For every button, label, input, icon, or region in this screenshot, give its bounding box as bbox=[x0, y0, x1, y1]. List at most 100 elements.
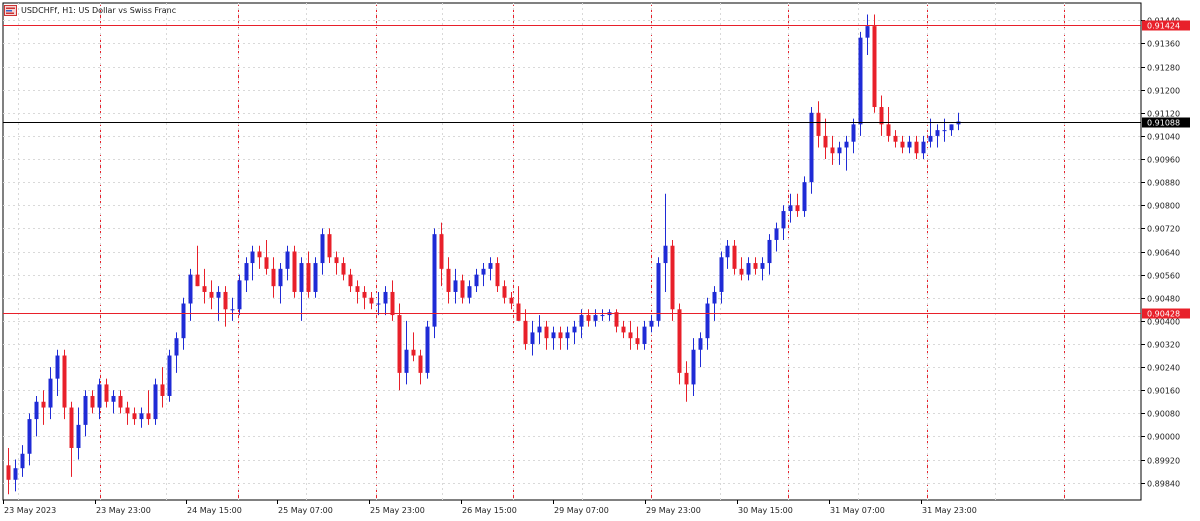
price-tag-label: 0.90428 bbox=[1147, 310, 1180, 319]
x-tick-label: 24 May 15:00 bbox=[187, 506, 242, 515]
candle-body bbox=[572, 326, 577, 333]
chart-title: USDCHFf, H1: US Dollar vs Swiss Franc bbox=[21, 6, 177, 15]
candle-body bbox=[523, 320, 528, 344]
y-tick-label: 0.89920 bbox=[1147, 457, 1180, 466]
candle-body bbox=[767, 239, 772, 264]
candle-body bbox=[432, 234, 437, 327]
candle-body bbox=[628, 332, 633, 339]
candle-body bbox=[69, 407, 74, 448]
y-tick-label: 0.91120 bbox=[1147, 110, 1180, 119]
candle-body bbox=[369, 297, 374, 304]
y-tick-label: 0.90400 bbox=[1147, 318, 1180, 327]
candle-body bbox=[334, 257, 339, 264]
candle-body bbox=[397, 315, 402, 373]
candle-body bbox=[160, 384, 165, 396]
candle-body bbox=[244, 263, 249, 281]
candle-body bbox=[320, 234, 325, 264]
candle-body bbox=[41, 401, 46, 408]
candle-body bbox=[250, 251, 255, 264]
candle-body bbox=[788, 205, 793, 212]
candle-body bbox=[753, 263, 758, 269]
candle-body bbox=[886, 124, 891, 136]
candle-body bbox=[111, 395, 116, 402]
candle-body bbox=[746, 263, 751, 275]
candle-body bbox=[299, 263, 304, 292]
candle-body bbox=[6, 465, 11, 480]
candle-body bbox=[446, 268, 451, 292]
candle-body bbox=[914, 141, 919, 154]
y-tick-label: 0.90800 bbox=[1147, 202, 1180, 211]
chart-window-icon bbox=[4, 5, 17, 16]
candle-body bbox=[705, 303, 710, 339]
candle-body bbox=[181, 303, 186, 339]
candle-body bbox=[900, 141, 905, 148]
candle-body bbox=[935, 130, 940, 136]
candle-body bbox=[292, 251, 297, 292]
y-tick-label: 0.91360 bbox=[1147, 40, 1180, 49]
candle-body bbox=[20, 453, 25, 469]
candle-body bbox=[488, 263, 493, 269]
candle-body bbox=[146, 413, 151, 420]
candle-body bbox=[830, 147, 835, 154]
candle-body bbox=[774, 228, 779, 240]
candle-body bbox=[230, 309, 235, 311]
candle-body bbox=[285, 251, 290, 269]
candle-body bbox=[327, 234, 332, 258]
y-tick-label: 0.90640 bbox=[1147, 249, 1180, 258]
candle-body bbox=[802, 182, 807, 212]
x-tick-label: 30 May 15:00 bbox=[738, 506, 793, 515]
candle-body bbox=[83, 395, 88, 425]
candle-body bbox=[418, 355, 423, 373]
plot-area[interactable] bbox=[2, 2, 1142, 501]
candle-body bbox=[132, 413, 137, 420]
candle-body bbox=[509, 297, 514, 304]
candle-body bbox=[383, 291, 388, 304]
price-tag bbox=[1142, 308, 1190, 319]
candle-body bbox=[719, 257, 724, 292]
candle-body bbox=[565, 332, 570, 339]
candle-body bbox=[579, 315, 584, 327]
candle-body bbox=[174, 338, 179, 356]
candle-body bbox=[530, 332, 535, 344]
candle-body bbox=[55, 355, 60, 379]
candle-body bbox=[949, 124, 954, 131]
candle-body bbox=[411, 349, 416, 356]
candle-body bbox=[481, 268, 486, 275]
y-tick-label: 0.90240 bbox=[1147, 364, 1180, 373]
price-tag bbox=[1142, 20, 1190, 31]
y-tick-label: 0.90320 bbox=[1147, 341, 1180, 350]
candle-body bbox=[453, 280, 458, 292]
candle-body bbox=[725, 245, 730, 258]
y-tick-label: 0.90960 bbox=[1147, 156, 1180, 165]
candle-body bbox=[27, 419, 32, 454]
candle-body bbox=[76, 424, 81, 448]
candle-body bbox=[313, 263, 318, 292]
candle-body bbox=[34, 401, 39, 420]
x-tick-label: 31 May 07:00 bbox=[830, 506, 885, 515]
candle-body bbox=[551, 332, 556, 339]
candle-body bbox=[202, 286, 207, 292]
candle-body bbox=[593, 315, 598, 321]
x-tick-label: 31 May 23:00 bbox=[922, 506, 977, 515]
candle-body bbox=[90, 395, 95, 408]
candle-body bbox=[97, 384, 102, 408]
price-tag-label: 0.91088 bbox=[1147, 119, 1180, 128]
candle-body bbox=[879, 107, 884, 125]
price-tag bbox=[1142, 117, 1190, 128]
chart-header: USDCHFf, H1: US Dollar vs Swiss Franc bbox=[4, 5, 176, 16]
candle-body bbox=[439, 234, 444, 269]
candle-body bbox=[195, 274, 200, 287]
y-tick-label: 0.91200 bbox=[1147, 87, 1180, 96]
candle-body bbox=[928, 135, 933, 142]
y-tick-label: 0.90000 bbox=[1147, 433, 1180, 442]
candle-body bbox=[48, 378, 53, 408]
candle-body bbox=[760, 263, 765, 269]
candle-body bbox=[516, 303, 521, 321]
candle-body bbox=[712, 291, 717, 304]
candle-body bbox=[586, 315, 591, 321]
candle-body bbox=[537, 326, 542, 333]
candle-body bbox=[188, 274, 193, 304]
y-tick-label: 0.90720 bbox=[1147, 225, 1180, 234]
candle-body bbox=[558, 332, 563, 339]
